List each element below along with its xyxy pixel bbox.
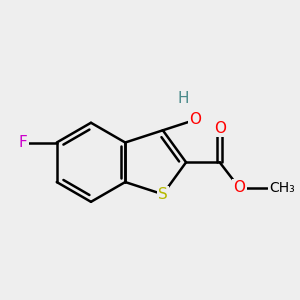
Text: S: S <box>158 187 168 202</box>
Text: O: O <box>233 181 245 196</box>
Text: H: H <box>177 91 189 106</box>
Text: O: O <box>189 112 201 128</box>
Text: F: F <box>19 135 28 150</box>
Text: CH₃: CH₃ <box>269 181 295 195</box>
Text: O: O <box>214 121 226 136</box>
